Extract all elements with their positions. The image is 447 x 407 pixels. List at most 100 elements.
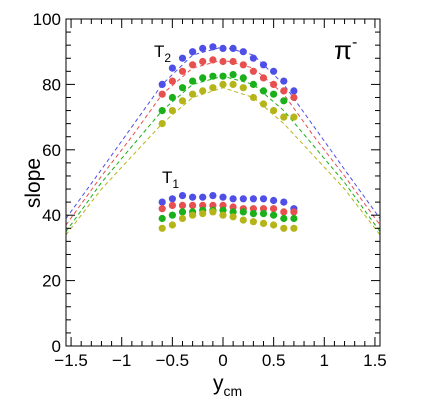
data-point-t1-s6-11 — [270, 205, 278, 213]
data-point-t1-s6-0 — [158, 205, 166, 213]
data-point-t1-s8-0 — [158, 224, 166, 232]
data-point-t1-s5-2 — [178, 192, 187, 200]
data-point-t1-s5-10 — [259, 195, 268, 203]
data-point-t2-s3-12 — [280, 97, 288, 105]
data-point-t1-s5-4 — [199, 193, 207, 201]
data-point-t2-s1-0 — [158, 80, 166, 88]
data-point-t2-s3-0 — [158, 107, 166, 115]
data-point-t2-s1-7 — [229, 44, 237, 53]
x-tick-label: 1 — [320, 351, 329, 370]
data-point-t1-s8-13 — [290, 224, 298, 232]
y-tick-label: 100 — [33, 10, 61, 29]
data-point-t2-s4-13 — [290, 113, 298, 121]
data-point-t2-s2-9 — [249, 67, 257, 75]
data-point-t2-s1-11 — [270, 67, 278, 75]
data-point-t1-s8-5 — [209, 208, 217, 216]
data-point-t1-s5-8 — [239, 195, 247, 203]
x-tick-label: 0 — [218, 351, 227, 370]
data-point-t1-s8-1 — [168, 221, 176, 229]
x-axis-title: ycm — [213, 372, 242, 399]
data-point-t2-s3-10 — [259, 87, 268, 95]
data-point-t1-s7-11 — [270, 211, 278, 219]
data-point-t2-s3-8 — [239, 74, 247, 82]
data-point-t1-s8-6 — [219, 211, 227, 219]
data-point-t1-s6-2 — [178, 201, 187, 209]
y-tick-label: 80 — [42, 75, 61, 94]
particle-label: π- — [334, 34, 357, 65]
data-point-t1-s7-13 — [290, 214, 298, 223]
data-point-t2-s2-5 — [209, 56, 217, 64]
data-point-t2-s1-2 — [178, 54, 187, 62]
data-point-t2-s4-2 — [178, 97, 187, 105]
y-tick-label: 40 — [42, 206, 61, 225]
data-point-t2-s1-12 — [280, 77, 288, 85]
x-tick-label: 0.5 — [262, 351, 286, 370]
data-point-t2-s1-5 — [209, 43, 217, 51]
data-point-t1-s8-4 — [199, 210, 207, 218]
data-point-t2-s3-5 — [209, 72, 217, 80]
data-point-t2-s2-7 — [229, 57, 237, 66]
y-axis-ticks: 0 20 40 60 80 100 — [33, 10, 380, 356]
data-point-t2-s2-0 — [158, 90, 166, 98]
data-point-t2-s3-3 — [189, 77, 197, 85]
data-point-t1-s5-6 — [219, 193, 227, 201]
data-point-t2-s2-10 — [259, 74, 268, 82]
data-point-t2-s1-1 — [168, 64, 176, 72]
data-point-t1-s8-8 — [239, 216, 247, 224]
y-tick-label: 20 — [42, 272, 61, 291]
data-point-t2-s2-12 — [280, 87, 288, 95]
data-point-t1-s6-12 — [280, 208, 288, 216]
data-point-t2-s1-9 — [249, 54, 257, 62]
data-point-t1-s8-9 — [249, 218, 257, 226]
data-point-t1-s5-7 — [229, 195, 237, 203]
data-point-t2-s4-1 — [168, 107, 176, 115]
data-point-t2-s4-8 — [239, 84, 247, 92]
data-point-t2-s4-5 — [209, 84, 217, 92]
data-point-t1-s8-7 — [229, 213, 237, 221]
data-point-t2-s2-13 — [290, 93, 298, 102]
data-point-t2-s3-4 — [199, 74, 207, 82]
data-point-t2-s1-8 — [239, 48, 247, 56]
data-point-t1-s7-1 — [168, 211, 176, 219]
x-tick-label: −0.5 — [156, 351, 190, 370]
data-point-t2-s4-11 — [270, 107, 278, 115]
data-point-t2-s2-3 — [189, 61, 197, 69]
data-point-t1-s8-12 — [280, 224, 288, 232]
data-point-t1-s8-11 — [270, 221, 278, 229]
data-point-t2-s4-4 — [199, 87, 207, 95]
data-point-t2-s1-6 — [219, 44, 227, 53]
data-point-t1-s6-3 — [189, 201, 197, 209]
t1-label: T1 — [162, 168, 179, 191]
data-point-t2-s2-2 — [178, 67, 187, 75]
x-tick-label: 1.5 — [363, 351, 387, 370]
x-tick-label: −1 — [112, 351, 131, 370]
data-point-t1-s6-1 — [168, 201, 176, 209]
y-axis-title: slope — [22, 158, 45, 208]
data-point-t1-s7-9 — [249, 210, 257, 218]
data-point-t2-s4-10 — [259, 100, 268, 108]
t2-label: T2 — [154, 42, 171, 65]
data-point-t1-s7-8 — [239, 208, 247, 216]
data-point-t2-s4-3 — [189, 90, 197, 98]
data-point-t2-s1-10 — [259, 61, 268, 69]
data-point-t2-s4-7 — [229, 80, 237, 88]
data-point-t1-s7-0 — [158, 214, 166, 223]
y-tick-label: 60 — [42, 141, 61, 160]
data-points — [158, 43, 298, 232]
data-point-t2-s2-4 — [199, 57, 207, 66]
data-point-t1-s7-10 — [259, 210, 268, 218]
data-point-t2-s1-3 — [189, 48, 197, 56]
data-point-t1-s5-12 — [280, 198, 288, 206]
data-point-t1-s8-3 — [189, 211, 197, 219]
data-point-t2-s3-2 — [178, 84, 187, 92]
data-point-t1-s6-13 — [290, 208, 298, 216]
data-point-t1-s5-5 — [209, 192, 217, 200]
data-point-t2-s4-6 — [219, 80, 227, 88]
data-point-t2-s2-6 — [219, 57, 227, 66]
data-point-t1-s7-2 — [178, 208, 187, 216]
data-point-t2-s2-11 — [270, 80, 278, 88]
data-point-t1-s8-10 — [259, 219, 268, 227]
x-tick-label: −1.5 — [54, 351, 88, 370]
data-point-t2-s3-7 — [229, 71, 237, 79]
